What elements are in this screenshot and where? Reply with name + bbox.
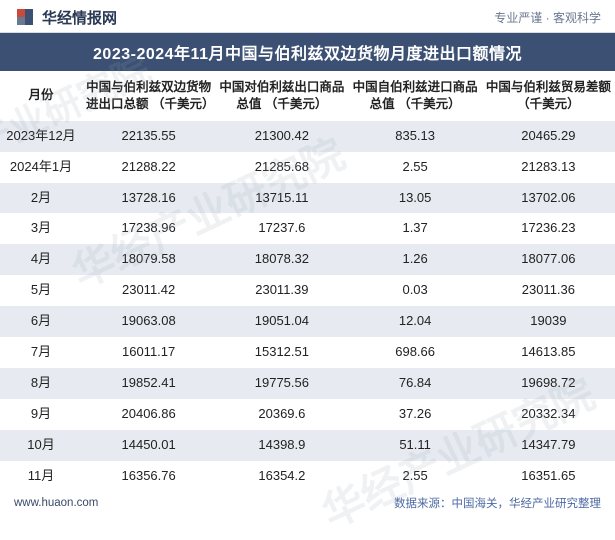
table-row: 3月17238.9617237.61.3717236.23: [0, 213, 615, 244]
cell-value: 22135.55: [82, 121, 215, 152]
footer-url: www.huaon.com: [14, 497, 98, 509]
cell-value: 16356.76: [82, 461, 215, 492]
cell-value: 76.84: [349, 368, 482, 399]
table-row: 2月13728.1613715.1113.0513702.06: [0, 183, 615, 214]
cell-month: 3月: [0, 213, 82, 244]
cell-value: 21300.42: [215, 121, 348, 152]
cell-value: 13728.16: [82, 183, 215, 214]
table-row: 10月14450.0114398.951.1114347.79: [0, 430, 615, 461]
cell-value: 21283.13: [482, 152, 615, 183]
cell-value: 23011.39: [215, 275, 348, 306]
cell-value: 21288.22: [82, 152, 215, 183]
site-name: 华经情报网: [42, 7, 117, 28]
cell-month: 8月: [0, 368, 82, 399]
cell-month: 11月: [0, 461, 82, 492]
cell-value: 14450.01: [82, 430, 215, 461]
col-balance: 中国与伯利兹贸易差额 （千美元）: [482, 71, 615, 121]
tagline: 专业严谨 · 客观科学: [494, 9, 601, 26]
site-header: 华经情报网 专业严谨 · 客观科学: [0, 0, 615, 33]
cell-value: 37.26: [349, 399, 482, 430]
cell-value: 17238.96: [82, 213, 215, 244]
cell-value: 19051.04: [215, 306, 348, 337]
table-row: 4月18079.5818078.321.2618077.06: [0, 244, 615, 275]
logo-icon: [14, 6, 36, 28]
cell-month: 4月: [0, 244, 82, 275]
cell-value: 17237.6: [215, 213, 348, 244]
data-table: 月份 中国与伯利兹双边货物进出口总额 （千美元） 中国对伯利兹出口商品总值 （千…: [0, 71, 615, 491]
cell-value: 12.04: [349, 306, 482, 337]
cell-value: 19698.72: [482, 368, 615, 399]
cell-value: 2.55: [349, 461, 482, 492]
cell-month: 5月: [0, 275, 82, 306]
cell-month: 2024年1月: [0, 152, 82, 183]
cell-value: 1.37: [349, 213, 482, 244]
cell-month: 6月: [0, 306, 82, 337]
cell-value: 14347.79: [482, 430, 615, 461]
cell-value: 1.26: [349, 244, 482, 275]
cell-value: 16351.65: [482, 461, 615, 492]
cell-month: 10月: [0, 430, 82, 461]
col-month: 月份: [0, 71, 82, 121]
logo-block: 华经情报网: [14, 6, 117, 28]
col-total: 中国与伯利兹双边货物进出口总额 （千美元）: [82, 71, 215, 121]
cell-value: 51.11: [349, 430, 482, 461]
cell-value: 14613.85: [482, 337, 615, 368]
cell-value: 17236.23: [482, 213, 615, 244]
table-row: 2023年12月22135.5521300.42835.1320465.29: [0, 121, 615, 152]
cell-value: 698.66: [349, 337, 482, 368]
cell-value: 835.13: [349, 121, 482, 152]
cell-value: 13715.11: [215, 183, 348, 214]
table-header-row: 月份 中国与伯利兹双边货物进出口总额 （千美元） 中国对伯利兹出口商品总值 （千…: [0, 71, 615, 121]
table-row: 8月19852.4119775.5676.8419698.72: [0, 368, 615, 399]
cell-value: 20406.86: [82, 399, 215, 430]
cell-value: 14398.9: [215, 430, 348, 461]
cell-value: 16354.2: [215, 461, 348, 492]
cell-value: 13.05: [349, 183, 482, 214]
cell-value: 18079.58: [82, 244, 215, 275]
cell-value: 21285.68: [215, 152, 348, 183]
cell-value: 20465.29: [482, 121, 615, 152]
cell-value: 23011.42: [82, 275, 215, 306]
table-row: 5月23011.4223011.390.0323011.36: [0, 275, 615, 306]
table-row: 6月19063.0819051.0412.0419039: [0, 306, 615, 337]
table-row: 7月16011.1715312.51698.6614613.85: [0, 337, 615, 368]
cell-month: 2月: [0, 183, 82, 214]
cell-value: 20369.6: [215, 399, 348, 430]
cell-value: 20332.34: [482, 399, 615, 430]
footer-source: 数据来源：中国海关，华经产业研究整理: [394, 495, 601, 511]
table-row: 2024年1月21288.2221285.682.5521283.13: [0, 152, 615, 183]
cell-value: 0.03: [349, 275, 482, 306]
cell-value: 15312.51: [215, 337, 348, 368]
cell-month: 7月: [0, 337, 82, 368]
col-import: 中国自伯利兹进口商品总值 （千美元）: [349, 71, 482, 121]
cell-value: 19063.08: [82, 306, 215, 337]
cell-value: 19039: [482, 306, 615, 337]
table-row: 9月20406.8620369.637.2620332.34: [0, 399, 615, 430]
cell-value: 18077.06: [482, 244, 615, 275]
cell-value: 2.55: [349, 152, 482, 183]
cell-value: 13702.06: [482, 183, 615, 214]
footer: www.huaon.com 数据来源：中国海关，华经产业研究整理: [0, 491, 615, 517]
col-export: 中国对伯利兹出口商品总值 （千美元）: [215, 71, 348, 121]
cell-month: 9月: [0, 399, 82, 430]
cell-value: 19775.56: [215, 368, 348, 399]
cell-value: 18078.32: [215, 244, 348, 275]
cell-value: 16011.17: [82, 337, 215, 368]
table-row: 11月16356.7616354.22.5516351.65: [0, 461, 615, 492]
cell-month: 2023年12月: [0, 121, 82, 152]
page-title: 2023-2024年11月中国与伯利兹双边货物月度进出口额情况: [0, 33, 615, 71]
cell-value: 19852.41: [82, 368, 215, 399]
cell-value: 23011.36: [482, 275, 615, 306]
